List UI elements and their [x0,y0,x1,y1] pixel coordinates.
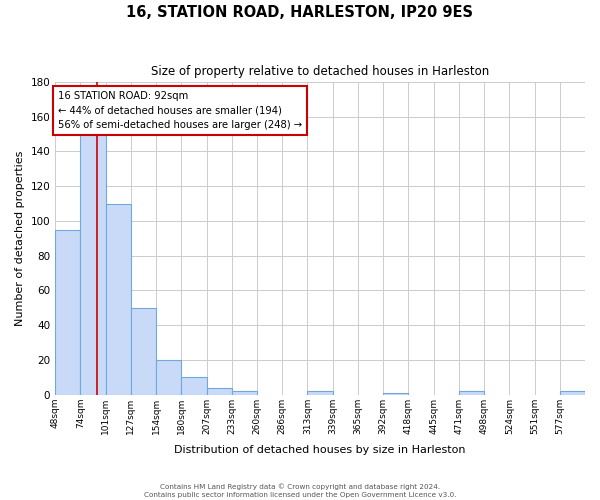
X-axis label: Distribution of detached houses by size in Harleston: Distribution of detached houses by size … [175,445,466,455]
Bar [55,230,80,394]
Text: 16, STATION ROAD, HARLESTON, IP20 9ES: 16, STATION ROAD, HARLESTON, IP20 9ES [127,5,473,20]
Bar [181,378,206,394]
Bar [560,392,585,394]
Bar [131,308,156,394]
Y-axis label: Number of detached properties: Number of detached properties [15,150,25,326]
Bar [206,388,232,394]
Bar [383,393,409,394]
Title: Size of property relative to detached houses in Harleston: Size of property relative to detached ho… [151,65,489,78]
Bar [156,360,181,394]
Bar [232,392,257,394]
Bar [459,392,484,394]
Bar [106,204,131,394]
Bar [80,134,106,394]
Text: Contains HM Land Registry data © Crown copyright and database right 2024.
Contai: Contains HM Land Registry data © Crown c… [144,484,456,498]
Bar [307,392,332,394]
Text: 16 STATION ROAD: 92sqm
← 44% of detached houses are smaller (194)
56% of semi-de: 16 STATION ROAD: 92sqm ← 44% of detached… [58,90,302,130]
